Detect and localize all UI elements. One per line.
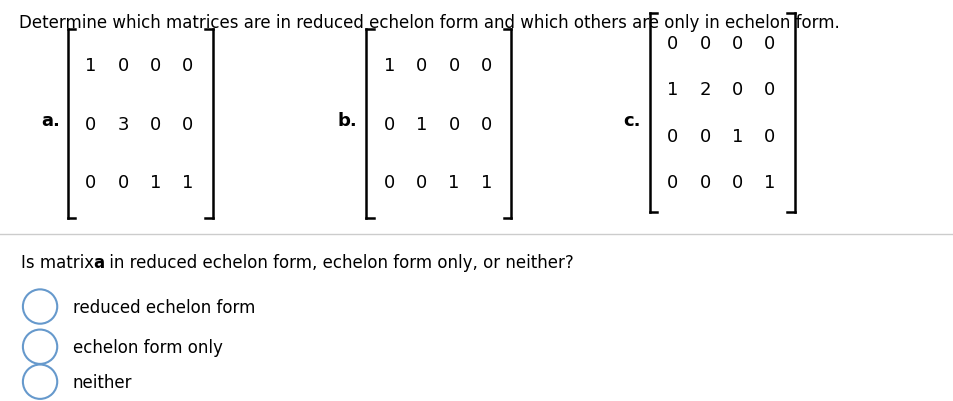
Text: Is matrix: Is matrix bbox=[21, 254, 99, 271]
Text: 1: 1 bbox=[85, 57, 96, 75]
Text: Determine which matrices are in reduced echelon form and which others are only i: Determine which matrices are in reduced … bbox=[19, 14, 839, 32]
Text: 1: 1 bbox=[182, 174, 193, 191]
Text: 1: 1 bbox=[763, 174, 775, 191]
Text: 0: 0 bbox=[666, 128, 678, 145]
Text: reduced echelon form: reduced echelon form bbox=[72, 298, 254, 316]
Text: 0: 0 bbox=[448, 115, 459, 133]
Text: 1: 1 bbox=[666, 81, 678, 99]
Text: 0: 0 bbox=[150, 57, 161, 75]
Text: 0: 0 bbox=[416, 174, 427, 191]
Text: 0: 0 bbox=[699, 128, 710, 145]
Text: 0: 0 bbox=[182, 115, 193, 133]
Text: 1: 1 bbox=[480, 174, 492, 191]
Text: 0: 0 bbox=[480, 57, 492, 75]
Text: 0: 0 bbox=[85, 115, 96, 133]
Text: 0: 0 bbox=[731, 81, 742, 99]
Text: 0: 0 bbox=[117, 57, 129, 75]
Text: echelon form only: echelon form only bbox=[72, 338, 222, 356]
Text: 0: 0 bbox=[699, 174, 710, 191]
Text: 0: 0 bbox=[763, 35, 775, 53]
Text: 2: 2 bbox=[699, 81, 710, 99]
Text: 1: 1 bbox=[150, 174, 161, 191]
Text: 1: 1 bbox=[416, 115, 427, 133]
Text: 0: 0 bbox=[448, 57, 459, 75]
Text: 0: 0 bbox=[731, 174, 742, 191]
Text: a: a bbox=[92, 254, 104, 271]
Text: 0: 0 bbox=[416, 57, 427, 75]
Text: 3: 3 bbox=[117, 115, 129, 133]
Text: 1: 1 bbox=[731, 128, 742, 145]
Text: 0: 0 bbox=[117, 174, 129, 191]
Text: 0: 0 bbox=[480, 115, 492, 133]
Text: a.: a. bbox=[41, 111, 60, 129]
Text: c.: c. bbox=[623, 111, 640, 129]
Text: 0: 0 bbox=[666, 35, 678, 53]
Text: 0: 0 bbox=[763, 81, 775, 99]
Text: b.: b. bbox=[337, 111, 357, 129]
Text: 0: 0 bbox=[731, 35, 742, 53]
Text: neither: neither bbox=[72, 373, 132, 391]
Text: 0: 0 bbox=[666, 174, 678, 191]
Text: 0: 0 bbox=[150, 115, 161, 133]
Text: 1: 1 bbox=[383, 57, 395, 75]
Text: 0: 0 bbox=[182, 57, 193, 75]
Text: 1: 1 bbox=[448, 174, 459, 191]
Text: 0: 0 bbox=[763, 128, 775, 145]
Text: in reduced echelon form, echelon form only, or neither?: in reduced echelon form, echelon form on… bbox=[105, 254, 574, 271]
Text: 0: 0 bbox=[383, 174, 395, 191]
Text: 0: 0 bbox=[699, 35, 710, 53]
Text: 0: 0 bbox=[85, 174, 96, 191]
Text: 0: 0 bbox=[383, 115, 395, 133]
